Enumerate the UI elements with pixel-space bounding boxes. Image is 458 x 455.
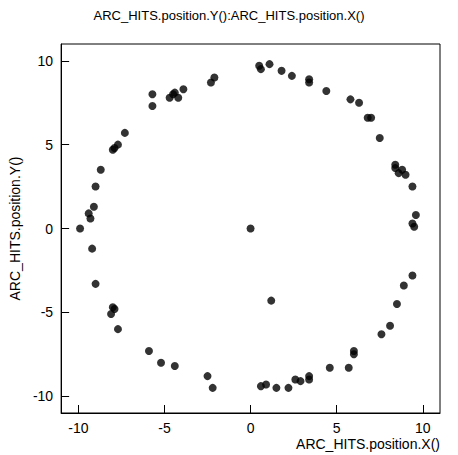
svg-text:ARC_HITS.position.Y(): ARC_HITS.position.Y() xyxy=(7,157,23,301)
svg-text:ARC_HITS.position.Y():ARC_HITS: ARC_HITS.position.Y():ARC_HITS.position.… xyxy=(94,8,365,23)
svg-text:5: 5 xyxy=(45,137,53,153)
svg-text:-5: -5 xyxy=(158,420,171,436)
svg-text:10: 10 xyxy=(415,420,431,436)
svg-text:10: 10 xyxy=(38,53,54,69)
svg-text:ARC_HITS.position.X(): ARC_HITS.position.X() xyxy=(296,436,440,452)
svg-text:-10: -10 xyxy=(68,420,88,436)
svg-text:0: 0 xyxy=(45,221,53,237)
svg-text:0: 0 xyxy=(247,420,255,436)
svg-text:5: 5 xyxy=(333,420,341,436)
svg-text:-5: -5 xyxy=(41,304,54,320)
svg-text:-10: -10 xyxy=(33,388,53,404)
